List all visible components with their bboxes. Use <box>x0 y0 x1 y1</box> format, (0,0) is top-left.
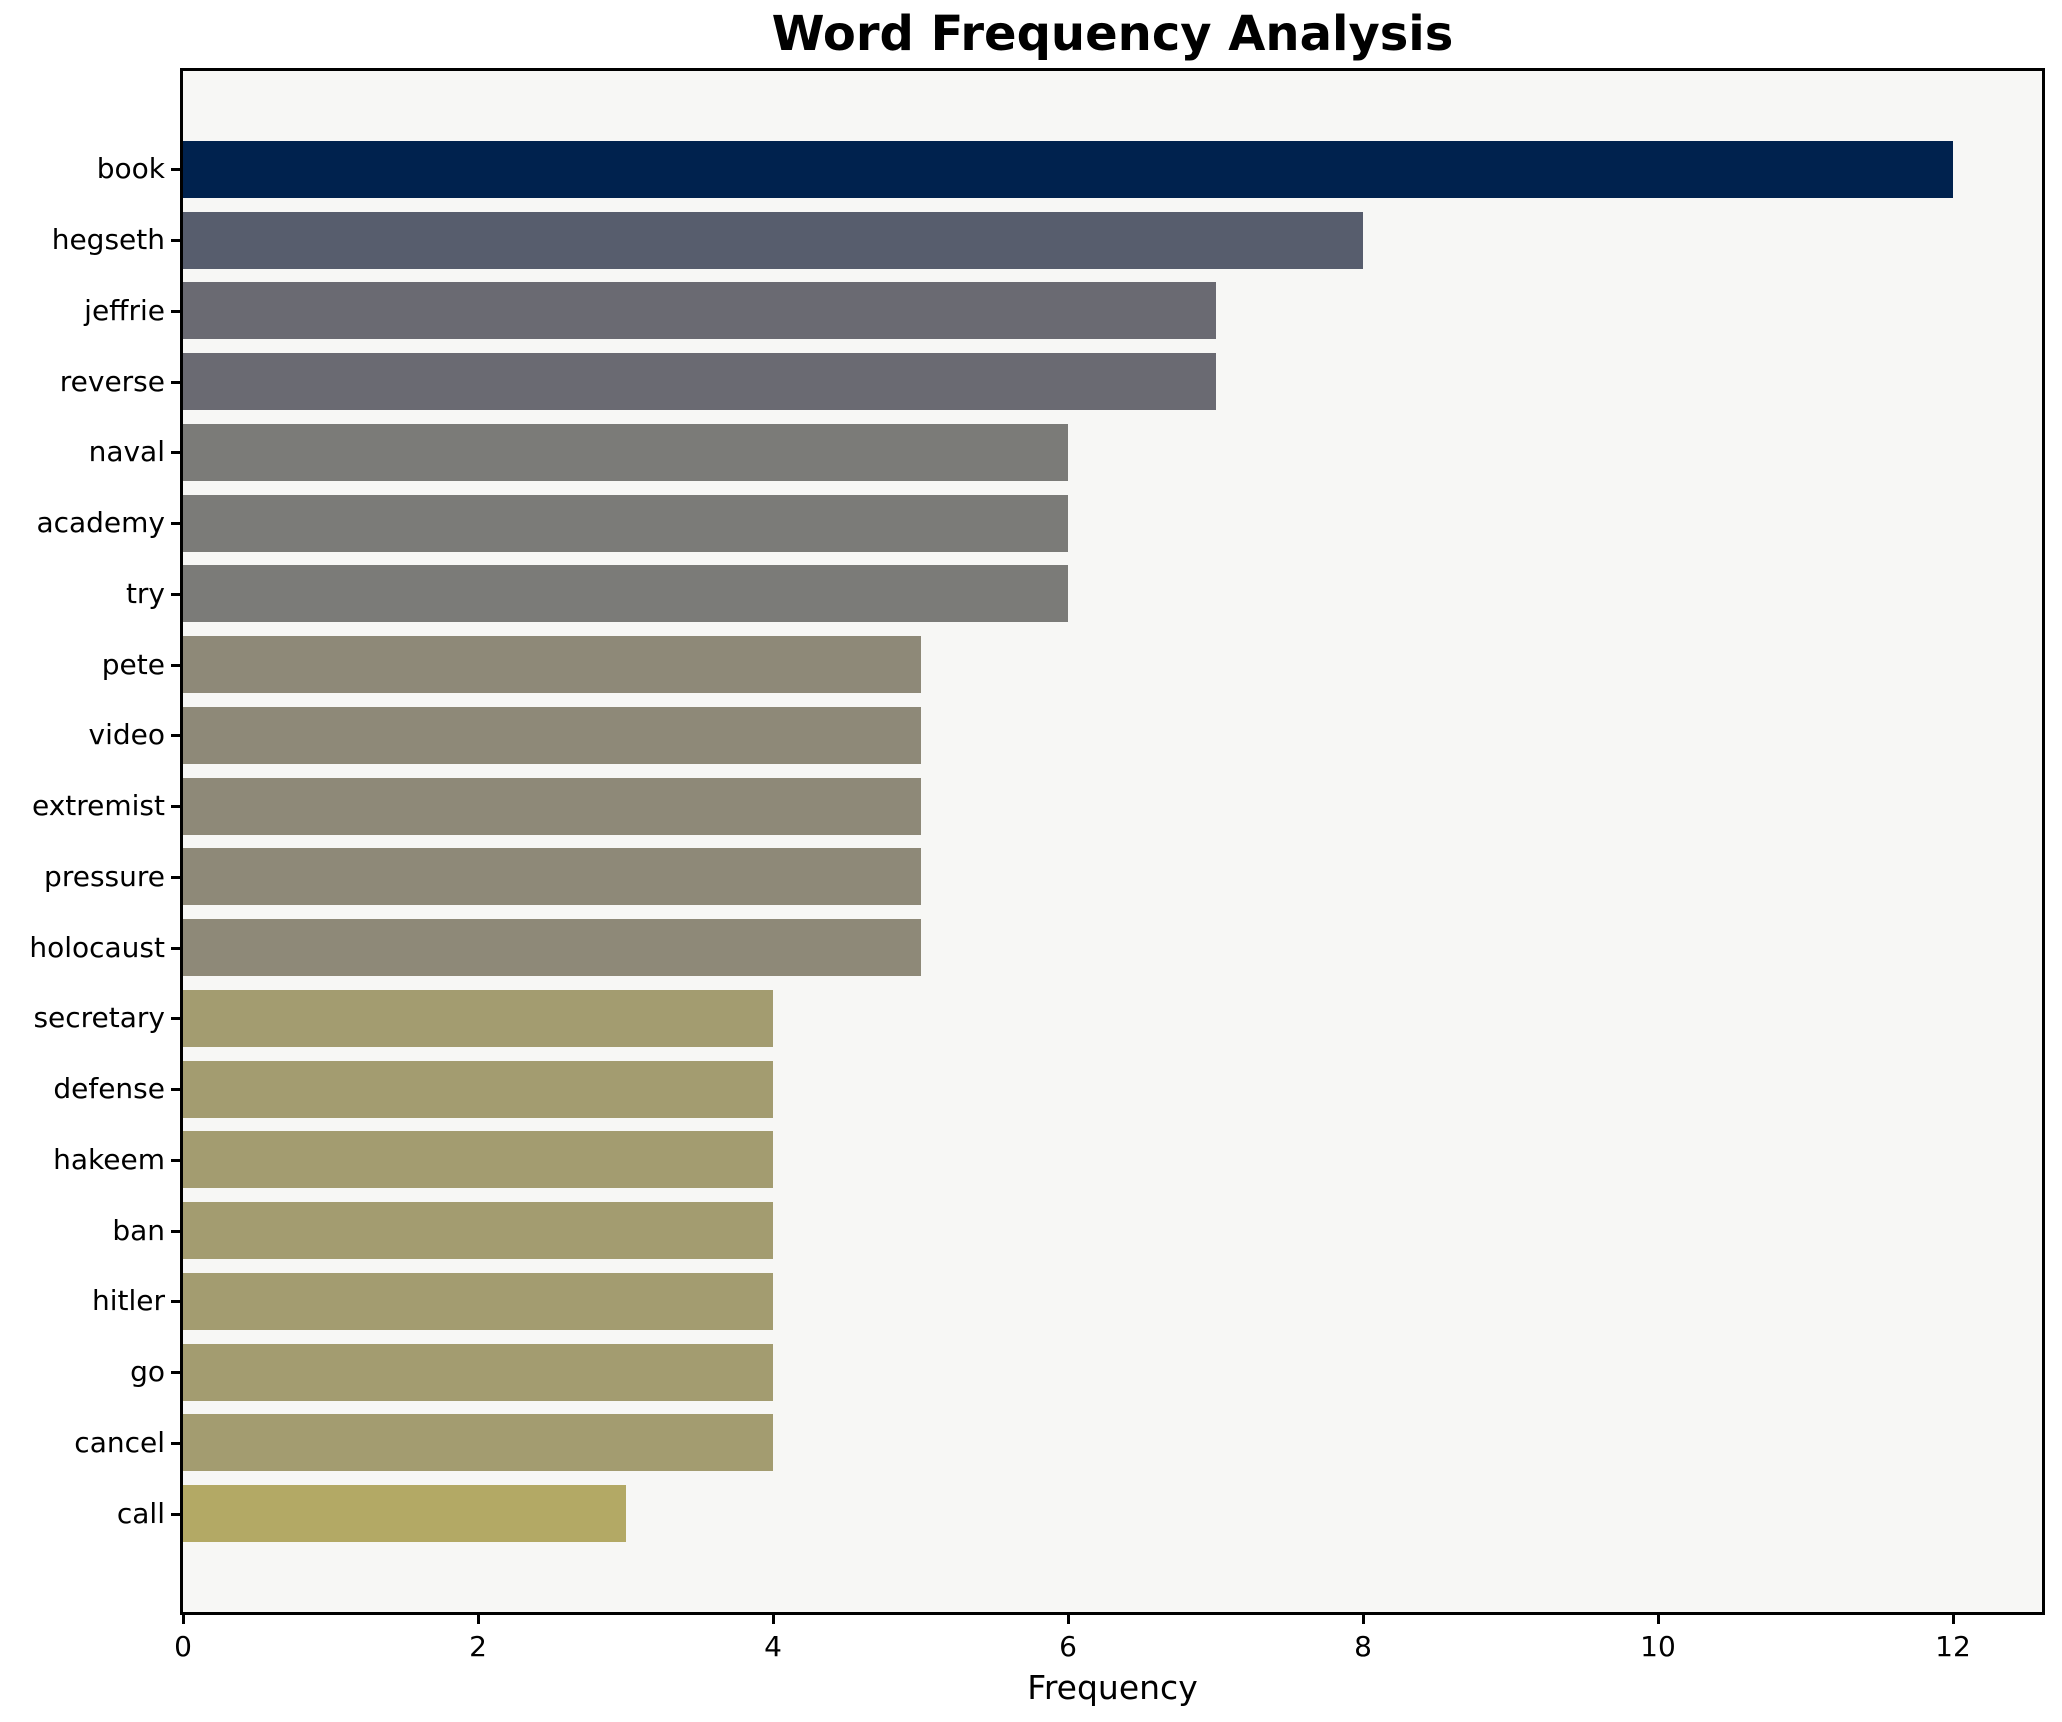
y-tick-label: holocaust <box>29 931 165 964</box>
y-tick-mark <box>171 1300 180 1303</box>
y-tick-label: hitler <box>91 1284 165 1317</box>
bar-try <box>183 565 1068 622</box>
bar-jeffrie <box>183 282 1216 339</box>
x-tick-mark <box>1362 1615 1365 1624</box>
y-tick-mark <box>171 1371 180 1374</box>
y-tick-mark <box>171 1159 180 1162</box>
x-tick-mark <box>477 1615 480 1624</box>
y-tick-label: extremist <box>31 789 165 822</box>
x-tick-label: 0 <box>174 1630 192 1663</box>
y-tick-mark <box>171 451 180 454</box>
y-tick-label: go <box>130 1355 165 1388</box>
x-tick-label: 8 <box>1354 1630 1372 1663</box>
y-tick-label: pressure <box>44 860 165 893</box>
y-tick-mark <box>171 1088 180 1091</box>
bar-defense <box>183 1061 773 1118</box>
y-tick-mark <box>171 1230 180 1233</box>
bar-holocaust <box>183 919 921 976</box>
x-axis-label: Frequency <box>1027 1668 1198 1707</box>
y-tick-mark <box>171 805 180 808</box>
y-tick-mark <box>171 947 180 950</box>
bar-cancel <box>183 1414 773 1471</box>
bar-reverse <box>183 353 1216 410</box>
y-tick-mark <box>171 168 180 171</box>
x-tick-label: 2 <box>469 1630 487 1663</box>
x-tick-label: 12 <box>1935 1630 1971 1663</box>
bar-extremist <box>183 778 921 835</box>
x-tick-label: 10 <box>1640 1630 1676 1663</box>
y-tick-label: hakeem <box>53 1143 165 1176</box>
y-tick-mark <box>171 1017 180 1020</box>
bar-go <box>183 1344 773 1401</box>
y-tick-mark <box>171 310 180 313</box>
y-tick-label: defense <box>53 1072 165 1105</box>
bar-hitler <box>183 1273 773 1330</box>
y-tick-label: book <box>96 152 165 185</box>
bar-pete <box>183 636 921 693</box>
x-tick-mark <box>772 1615 775 1624</box>
x-tick-mark <box>1067 1615 1070 1624</box>
x-tick-mark <box>1657 1615 1660 1624</box>
y-tick-label: ban <box>112 1214 165 1247</box>
x-tick-label: 6 <box>1059 1630 1077 1663</box>
y-tick-label: academy <box>36 506 165 539</box>
y-tick-mark <box>171 876 180 879</box>
bar-secretary <box>183 990 773 1047</box>
y-tick-mark <box>171 522 180 525</box>
bar-academy <box>183 495 1068 552</box>
y-tick-mark <box>171 1513 180 1516</box>
bar-pressure <box>183 848 921 905</box>
y-tick-label: jeffrie <box>84 294 165 327</box>
y-tick-mark <box>171 664 180 667</box>
chart-title: Word Frequency Analysis <box>771 6 1454 62</box>
bar-book <box>183 141 1953 198</box>
y-tick-label: reverse <box>59 365 165 398</box>
plot-area <box>180 68 2045 1615</box>
y-tick-label: try <box>125 577 165 610</box>
y-tick-label: naval <box>88 435 165 468</box>
y-tick-mark <box>171 593 180 596</box>
bar-video <box>183 707 921 764</box>
x-tick-mark <box>182 1615 185 1624</box>
y-tick-mark <box>171 1442 180 1445</box>
bar-naval <box>183 424 1068 481</box>
y-tick-label: hegseth <box>51 223 165 256</box>
bar-hakeem <box>183 1131 773 1188</box>
x-tick-label: 4 <box>764 1630 782 1663</box>
y-tick-mark <box>171 734 180 737</box>
bar-hegseth <box>183 212 1363 269</box>
y-tick-label: call <box>116 1497 165 1530</box>
y-tick-mark <box>171 381 180 384</box>
bar-ban <box>183 1202 773 1259</box>
x-tick-mark <box>1952 1615 1955 1624</box>
bar-call <box>183 1485 626 1542</box>
y-tick-label: video <box>88 718 165 751</box>
y-tick-label: cancel <box>74 1426 165 1459</box>
y-tick-mark <box>171 239 180 242</box>
y-tick-label: pete <box>101 648 165 681</box>
y-tick-label: secretary <box>33 1001 165 1034</box>
